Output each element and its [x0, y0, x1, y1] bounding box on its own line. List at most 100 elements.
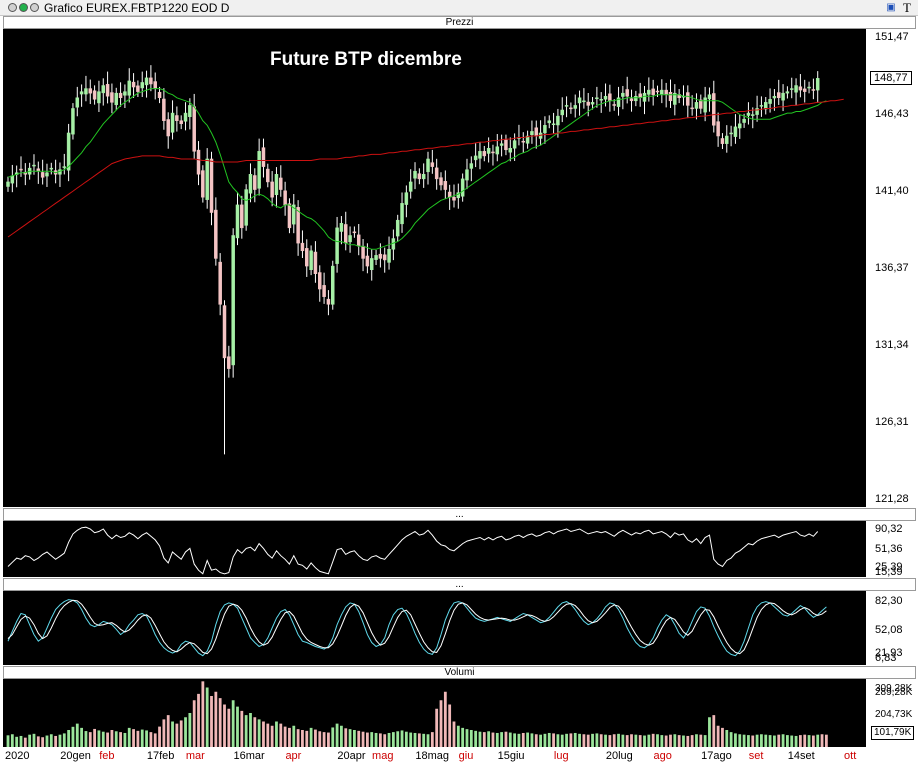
volume-bar: [824, 734, 828, 747]
volume-bar: [127, 727, 131, 747]
volume-bar: [539, 734, 542, 747]
oscillator2-chart-area[interactable]: [3, 591, 865, 665]
volume-tick-label: 101,79K: [871, 726, 915, 740]
candle-body: [62, 166, 67, 168]
candle-body: [84, 88, 88, 95]
date-tick-label: ago: [653, 750, 672, 762]
candle-body: [512, 140, 517, 149]
candle-body: [755, 108, 759, 115]
volume-bar: [426, 734, 430, 747]
chart-title: Future BTP dicembre: [270, 49, 462, 70]
volume-bar: [660, 735, 664, 747]
candle-body: [776, 92, 781, 99]
volume-bar: [218, 698, 222, 747]
volume-bar: [500, 732, 504, 747]
volume-bar: [409, 732, 413, 747]
moving-average-short-line: [7, 88, 827, 250]
candle-body: [504, 139, 508, 151]
volume-bar: [140, 729, 144, 747]
candle-body: [473, 155, 478, 161]
volume-bar: [270, 725, 274, 747]
volume-bar: [97, 730, 101, 747]
volume-chart-area[interactable]: [3, 679, 865, 747]
candle-body: [430, 162, 435, 167]
candle-body: [460, 178, 465, 197]
oscillator1-chart-area[interactable]: [3, 521, 865, 577]
candle-body: [673, 92, 677, 105]
candle-body: [482, 151, 487, 157]
date-tick-label: giu: [458, 750, 474, 762]
candle-body: [556, 115, 560, 126]
volume-bar: [595, 733, 599, 747]
candle-body: [209, 158, 214, 213]
candle-body: [214, 209, 218, 259]
volume-bar: [686, 735, 690, 747]
volume-bar: [188, 713, 192, 747]
volume-bar: [448, 704, 452, 747]
volume-bar: [257, 719, 261, 747]
volume-bar: [690, 735, 694, 747]
volume-bar: [751, 735, 755, 747]
volume-bar: [443, 691, 447, 747]
candle-body: [577, 97, 582, 104]
volume-bar: [404, 731, 408, 747]
candle-body: [10, 175, 15, 184]
volume-bar: [71, 726, 75, 747]
prices-chart-area[interactable]: Future BTP dicembre: [3, 29, 865, 507]
candle-body: [720, 138, 725, 144]
volume-bar: [175, 723, 179, 747]
candle-body: [785, 91, 790, 94]
candle-body: [603, 95, 608, 100]
volume-bar: [530, 733, 534, 747]
volume-bar: [75, 723, 79, 747]
candle-body: [6, 181, 10, 187]
candle-body: [287, 203, 292, 229]
volume-bar: [664, 735, 668, 747]
volume-bar: [283, 726, 287, 747]
candle-body: [305, 248, 309, 267]
candle-body: [764, 102, 768, 110]
volume-bar: [487, 731, 491, 747]
volume-bar: [798, 735, 802, 747]
candle-body: [71, 108, 75, 135]
volume-bar: [58, 734, 62, 747]
volume-bar: [591, 733, 594, 747]
text-tool-button[interactable]: T: [903, 0, 911, 15]
volume-bar: [435, 708, 439, 747]
candle-body: [495, 146, 500, 155]
volume-bar: [166, 715, 170, 747]
price-tick-label: 136,37: [875, 262, 909, 275]
candle-body: [188, 105, 192, 117]
volume-bar: [755, 734, 759, 747]
candle-body: [79, 91, 84, 95]
volume-bar: [747, 735, 750, 747]
volume-bar: [556, 734, 560, 747]
candle-body: [335, 227, 339, 264]
volume-axis: 309,28K 289,28K 204,73K 101,79K: [865, 679, 916, 747]
candle-body: [222, 305, 227, 359]
candle-body: [789, 88, 794, 90]
candle-body: [525, 135, 530, 144]
volume-bar: [647, 734, 651, 747]
volume-bar: [643, 735, 646, 747]
candle-body: [768, 99, 772, 104]
volume-bar: [582, 734, 586, 747]
candle-body: [140, 82, 144, 89]
volume-bar: [673, 734, 677, 747]
date-tick-label: set: [748, 750, 764, 762]
volume-bar: [301, 730, 304, 747]
volume-bar: [227, 708, 231, 747]
volume-bar: [543, 733, 547, 747]
candle-body: [369, 258, 374, 271]
volume-bar: [565, 733, 568, 747]
volume-bar: [794, 735, 798, 747]
date-tick-label: 20apr: [337, 750, 366, 762]
candle-body: [49, 167, 54, 170]
volume-bar: [292, 725, 296, 747]
oscillator1-tick-label: 15,39: [875, 566, 903, 577]
candle-body: [356, 234, 361, 247]
restore-window-button[interactable]: ▣: [886, 2, 896, 13]
volume-bar: [682, 735, 685, 747]
volume-bar: [508, 732, 512, 747]
window-title: Grafico EUREX.FBTP1220 EOD D: [44, 1, 230, 15]
